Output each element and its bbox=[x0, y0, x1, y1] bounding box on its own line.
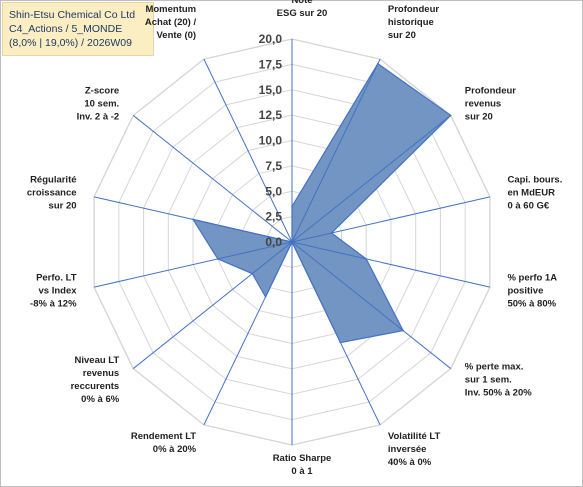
axis-spoke bbox=[291, 115, 452, 243]
portfolio-params: (8,0% | 19,0%) / 2026W09 bbox=[9, 37, 132, 49]
tick-label: 15,0 bbox=[259, 83, 283, 97]
axis-label: Volatilité LT inversée 40% à 0% bbox=[388, 431, 441, 468]
axis-spoke bbox=[132, 115, 293, 243]
tick-label: 12,5 bbox=[259, 108, 283, 122]
axis-label: Ratio Sharpe 0 à 1 bbox=[273, 453, 332, 477]
data-point bbox=[216, 258, 219, 260]
axis-label: Note ESG sur 20 bbox=[277, 0, 328, 19]
axis-spoke bbox=[132, 241, 293, 369]
data-point bbox=[291, 241, 293, 243]
data-point bbox=[449, 114, 452, 117]
axis-label: Capi. bours. en MdEUR 0 à 60 G€ bbox=[507, 174, 562, 211]
axis-label: Régularité croissance sur 20 bbox=[27, 174, 77, 211]
axis-spoke bbox=[291, 241, 381, 426]
axis-label: Profondeur historique sur 20 bbox=[388, 4, 439, 41]
axis-spoke bbox=[291, 241, 491, 288]
tick-label: 2,5 bbox=[265, 210, 282, 224]
axis-spoke bbox=[291, 196, 491, 243]
data-point bbox=[264, 296, 267, 298]
data-point bbox=[291, 205, 293, 208]
axis-label: Niveau LT revenus reccurents 0% à 6% bbox=[71, 355, 120, 405]
tick-label: 17,5 bbox=[259, 57, 283, 71]
axis-label: % perfo 1A positive 50% à 80% bbox=[507, 273, 557, 310]
axis-spoke bbox=[291, 241, 452, 369]
axis-label: % perte max. sur 1 sem. Inv. 50% à 20% bbox=[465, 361, 532, 398]
axis-spoke bbox=[93, 241, 293, 288]
data-point bbox=[365, 258, 368, 260]
data-point bbox=[402, 329, 404, 332]
axis-label: Z-score 10 sem. Inv. 2 à -2 bbox=[77, 86, 120, 123]
tick-label: 5,0 bbox=[265, 184, 282, 198]
data-point bbox=[330, 232, 333, 234]
axis-label: Perfo. LT vs Index -8% à 12% bbox=[30, 273, 77, 310]
company-name: Shin-Etsu Chemical Co Ltd bbox=[9, 9, 136, 21]
axis-label: Momentum Achat (20) / Vente (0) bbox=[145, 4, 197, 41]
tick-label: 20,0 bbox=[259, 32, 283, 46]
tick-label: 0,0 bbox=[265, 235, 282, 249]
axis-label: Rendement LT 0% à 20% bbox=[131, 431, 197, 455]
data-point bbox=[192, 218, 194, 221]
axis-spoke bbox=[203, 241, 293, 426]
chart-title-box: Shin-Etsu Chemical Co Ltd C4_Actions / 5… bbox=[2, 2, 154, 56]
axis-spoke bbox=[291, 58, 381, 243]
data-point bbox=[339, 341, 342, 344]
tick-label: 7,5 bbox=[265, 159, 282, 173]
tick-label: 10,0 bbox=[259, 134, 283, 148]
axis-spoke bbox=[203, 58, 293, 243]
data-point bbox=[377, 62, 379, 65]
portfolio-name: C4_Actions / 5_MONDE bbox=[9, 23, 123, 35]
data-series-area bbox=[191, 62, 452, 344]
data-point bbox=[251, 272, 254, 275]
axis-label: Profondeur revenus sur 20 bbox=[465, 86, 516, 123]
